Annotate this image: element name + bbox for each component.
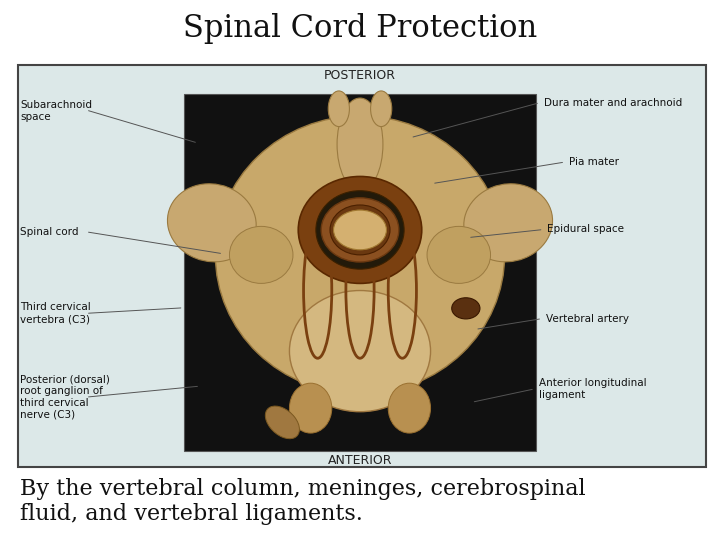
Ellipse shape <box>388 383 431 433</box>
Text: Epidural space: Epidural space <box>547 225 624 234</box>
Text: POSTERIOR: POSTERIOR <box>324 69 396 82</box>
Text: Dura mater and arachnoid: Dura mater and arachnoid <box>544 98 682 107</box>
Ellipse shape <box>289 383 332 433</box>
Ellipse shape <box>337 98 383 191</box>
Text: Vertebral artery: Vertebral artery <box>546 314 629 323</box>
Text: Subarachnoid
space: Subarachnoid space <box>20 100 92 122</box>
Ellipse shape <box>328 91 349 126</box>
Bar <box>184 94 536 451</box>
Ellipse shape <box>316 191 404 269</box>
Ellipse shape <box>330 205 390 255</box>
Ellipse shape <box>371 91 392 126</box>
Ellipse shape <box>168 184 256 262</box>
Text: ANTERIOR: ANTERIOR <box>328 454 392 467</box>
Text: Third cervical
vertebra (C3): Third cervical vertebra (C3) <box>20 302 91 324</box>
Text: Anterior longitudinal
ligament: Anterior longitudinal ligament <box>539 378 646 400</box>
Ellipse shape <box>289 291 431 411</box>
Text: By the vertebral column, meninges, cerebrospinal: By the vertebral column, meninges, cereb… <box>20 478 586 500</box>
Text: fluid, and vertebral ligaments.: fluid, and vertebral ligaments. <box>20 503 363 525</box>
Ellipse shape <box>337 210 383 249</box>
Text: Posterior (dorsal)
root ganglion of
third cervical
nerve (C3): Posterior (dorsal) root ganglion of thir… <box>20 375 110 419</box>
Circle shape <box>451 298 480 319</box>
Ellipse shape <box>266 406 300 438</box>
Text: Pia mater: Pia mater <box>569 157 618 167</box>
Bar <box>18 65 706 467</box>
Circle shape <box>333 210 387 250</box>
Ellipse shape <box>464 184 552 262</box>
Ellipse shape <box>230 226 293 284</box>
Text: Spinal cord: Spinal cord <box>20 227 78 237</box>
Ellipse shape <box>215 116 505 394</box>
Ellipse shape <box>298 177 422 284</box>
Ellipse shape <box>321 198 399 262</box>
Text: Spinal Cord Protection: Spinal Cord Protection <box>183 14 537 44</box>
Ellipse shape <box>427 226 490 284</box>
